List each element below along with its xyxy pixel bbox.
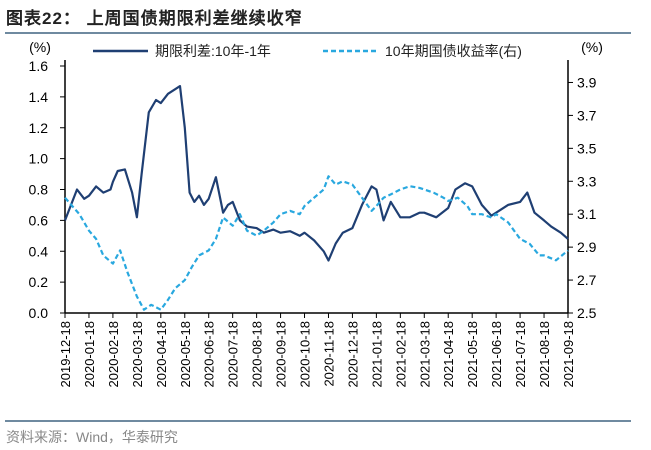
right-tick-label: 3.7 xyxy=(577,107,597,123)
left-tick-label: 1.6 xyxy=(29,58,49,74)
right-tick-label: 3.5 xyxy=(577,140,597,156)
left-tick-label: 1.4 xyxy=(29,89,49,105)
left-tick-label: 0.8 xyxy=(29,182,49,198)
x-tick-label: 2021-07-18 xyxy=(513,321,528,388)
x-tick-label: 2020-09-18 xyxy=(274,321,289,388)
x-tick-label: 2020-07-18 xyxy=(226,321,241,388)
right-tick-label: 2.7 xyxy=(577,272,597,288)
right-tick-label: 3.9 xyxy=(577,74,597,90)
left-tick-label: 0.6 xyxy=(29,212,49,228)
right-tick-label: 3.3 xyxy=(577,173,597,189)
chart-title: 图表22： 上周国债期限利差继续收窄 xyxy=(6,9,303,28)
chart: (%) (%) 0.0 0.2 0.4 0.6 0.8 1.0 1.2 1.4 1.6 2.5 2.7 2… xyxy=(29,39,603,388)
x-tick-label: 2021-05-18 xyxy=(465,321,480,388)
left-tick-label: 0.4 xyxy=(29,243,49,259)
right-unit-label: (%) xyxy=(581,39,603,55)
left-tick-label: 0.0 xyxy=(29,305,49,321)
left-tick-label: 0.2 xyxy=(29,274,49,290)
title-rule xyxy=(5,32,631,34)
legend-label-1: 期限利差:10年-1年 xyxy=(155,43,271,59)
x-tick-label: 2020-02-18 xyxy=(106,321,121,388)
x-tick-label: 2020-04-18 xyxy=(154,321,169,388)
x-tick-label: 2021-06-18 xyxy=(489,321,504,388)
x-tick-label: 2020-05-18 xyxy=(178,321,193,388)
x-tick-label: 2021-04-18 xyxy=(441,321,456,388)
x-tick-label: 2019-12-18 xyxy=(58,321,73,388)
left-tick-label: 1.0 xyxy=(29,151,49,167)
x-tick-label: 2020-03-18 xyxy=(130,321,145,388)
x-tick-label: 2021-02-18 xyxy=(393,321,408,388)
x-tick-label: 2021-08-18 xyxy=(537,321,552,388)
right-tick-label: 2.9 xyxy=(577,239,597,255)
x-tick-label: 2020-11-18 xyxy=(321,321,336,387)
x-tick-label: 2021-01-18 xyxy=(369,321,384,388)
left-tick-label: 1.2 xyxy=(29,120,49,136)
left-unit-label: (%) xyxy=(29,39,51,55)
x-tick-label: 2021-09-18 xyxy=(561,321,576,388)
series-line-2 xyxy=(64,175,569,311)
x-tick-label: 2020-10-18 xyxy=(298,321,313,388)
right-tick-label: 3.1 xyxy=(577,206,597,222)
x-tick-label: 2020-08-18 xyxy=(250,321,265,388)
x-tick-label: 2020-12-18 xyxy=(345,321,360,388)
footer-rule xyxy=(5,420,631,422)
series-line-1 xyxy=(63,84,569,262)
x-tick-label: 2020-01-18 xyxy=(82,321,97,388)
right-tick-label: 2.5 xyxy=(577,305,597,321)
legend-label-2: 10年期国债收益率(右) xyxy=(385,43,522,59)
x-tick-label: 2021-03-18 xyxy=(417,321,432,388)
x-tick-label: 2020-06-18 xyxy=(202,321,217,388)
source-note: 资料来源：Wind，华泰研究 xyxy=(6,429,178,445)
